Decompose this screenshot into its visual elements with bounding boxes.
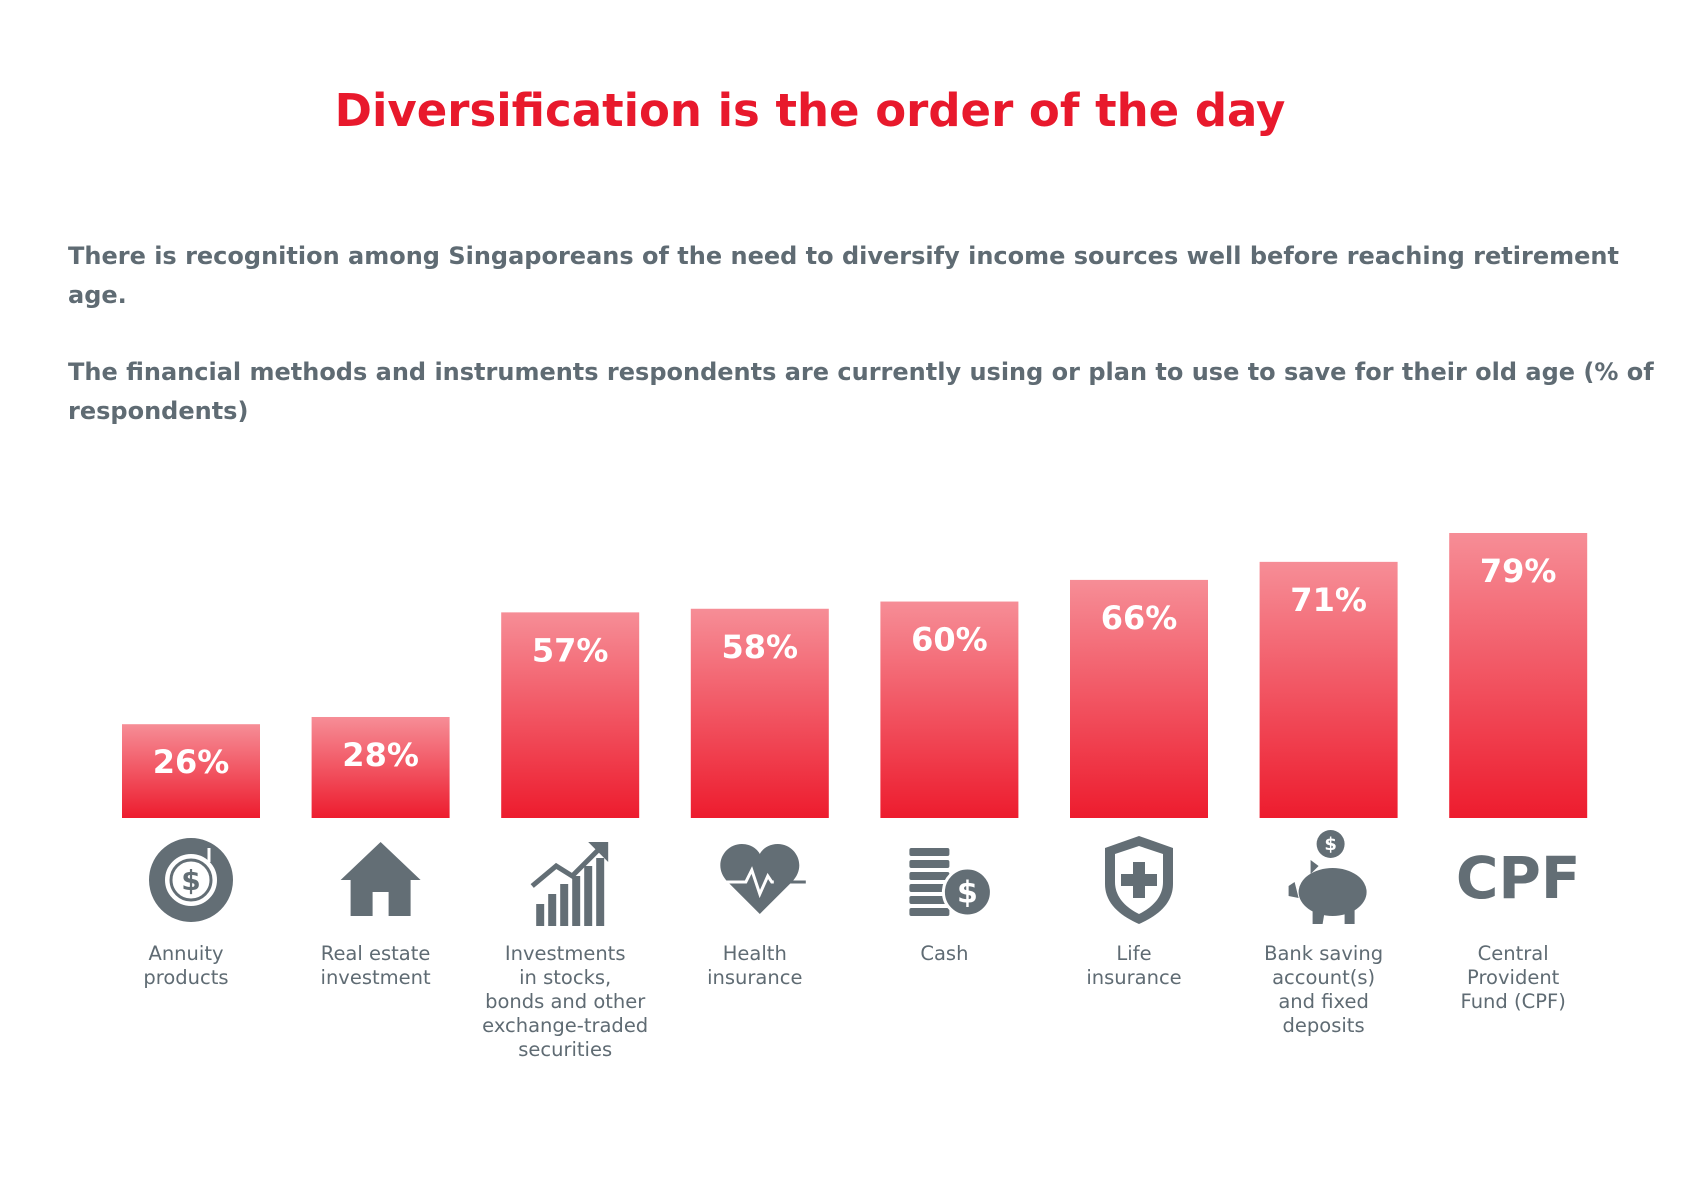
- data-label: 57%: [532, 631, 609, 669]
- icon: $: [1288, 830, 1367, 924]
- icon: [719, 866, 804, 899]
- category-label: Cash: [920, 942, 969, 965]
- bar: [501, 612, 640, 818]
- category-label: Central Provident Fund (CPF): [1460, 942, 1566, 1013]
- icon: [169, 858, 213, 902]
- data-label: 26%: [153, 743, 230, 781]
- icon: [548, 894, 557, 926]
- icon: [1298, 868, 1367, 916]
- bar: [1259, 561, 1398, 818]
- icon: [584, 866, 593, 926]
- icon: [909, 896, 950, 904]
- icon: [340, 842, 421, 916]
- category-label: Bank saving account(s) and fixed deposit…: [1264, 942, 1384, 1037]
- icon: [1105, 836, 1173, 924]
- icon: $: [149, 838, 233, 922]
- icon: [909, 872, 950, 880]
- category-label: Health insurance: [707, 942, 803, 989]
- icon: [572, 876, 581, 926]
- bar: [880, 601, 1019, 818]
- icon: $: [909, 848, 993, 918]
- data-label: 79%: [1480, 552, 1557, 590]
- icon: [149, 838, 233, 922]
- icon: [909, 848, 950, 856]
- icon: [719, 844, 806, 914]
- icon: [1121, 862, 1157, 898]
- chart-title: Diversification is the order of the day: [334, 84, 1286, 137]
- data-label: 66%: [1101, 599, 1178, 637]
- category-label: Life insurance: [1086, 942, 1182, 989]
- subtitle: The financial methods and instruments re…: [68, 358, 1654, 425]
- icon: [588, 842, 609, 862]
- icon: [941, 866, 993, 918]
- icon: [1288, 860, 1355, 924]
- icon: CPF: [1456, 844, 1581, 912]
- bar: [311, 716, 450, 818]
- category-label: Investments in stocks, bonds and other e…: [482, 942, 649, 1061]
- bar: [1449, 533, 1588, 818]
- category-label: Real estate investment: [320, 942, 431, 989]
- icon: [536, 904, 545, 926]
- icon: $: [1324, 834, 1337, 855]
- icon: CPF: [1456, 844, 1581, 912]
- subtitle: There is recognition among Singaporeans …: [68, 242, 1619, 309]
- data-label: 28%: [342, 736, 419, 774]
- icon: [530, 842, 609, 926]
- data-label: 58%: [722, 628, 799, 666]
- icon: $: [957, 876, 978, 911]
- category-label: Annuity products: [143, 942, 229, 989]
- icon: $: [181, 864, 200, 897]
- bar: [1070, 579, 1208, 818]
- icon: [720, 844, 800, 914]
- bar: [122, 724, 260, 818]
- icon: [1316, 830, 1345, 858]
- icon: [596, 858, 605, 926]
- icon: [909, 860, 950, 868]
- icon: [909, 884, 950, 892]
- bar: [690, 608, 829, 818]
- icon: [340, 842, 421, 916]
- icon: [909, 908, 950, 916]
- data-label: 71%: [1290, 581, 1367, 619]
- icon: [530, 846, 602, 888]
- data-label: 60%: [911, 621, 988, 659]
- icon: [560, 884, 569, 926]
